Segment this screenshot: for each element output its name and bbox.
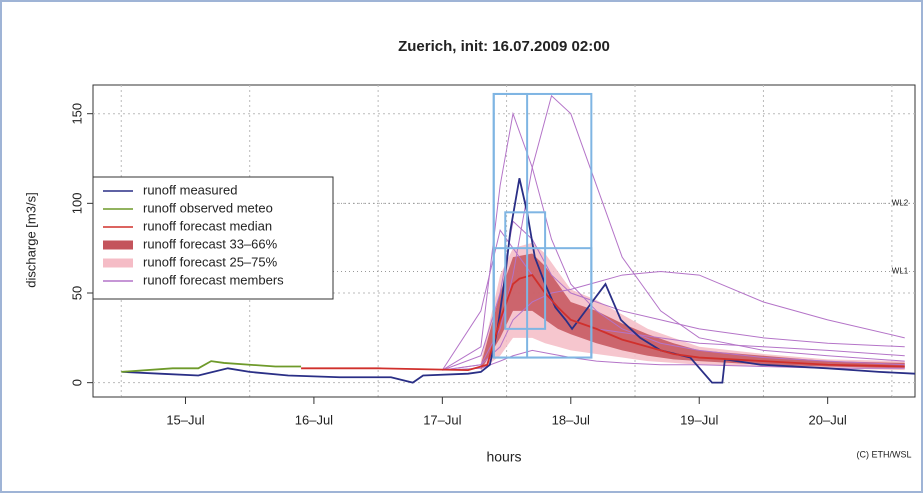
- member-line: [442, 94, 905, 371]
- x-tick-label: 16–Jul: [295, 412, 333, 427]
- member-line: [442, 349, 905, 371]
- y-axis-label: discharge [m3/s]: [23, 192, 38, 287]
- series-line: [301, 274, 905, 372]
- member-line: [442, 220, 905, 371]
- plot-layer: [121, 92, 915, 384]
- credit: (C) ETH/WSL: [857, 449, 912, 459]
- legend-label: runoff measured: [143, 182, 237, 197]
- y-tick-label: 100: [69, 192, 84, 214]
- band: [480, 253, 905, 371]
- series-line: [121, 360, 302, 373]
- y-tick-label: 150: [69, 103, 84, 125]
- x-axis-label: hours: [486, 449, 521, 465]
- x-tick-label: 18–Jul: [552, 412, 590, 427]
- level-label: WL2: [892, 198, 909, 207]
- level-label: WL1: [892, 267, 909, 276]
- x-tick-label: 20–Jul: [809, 412, 847, 427]
- legend-label: runoff forecast 33–66%: [143, 236, 278, 251]
- y-tick-label: 50: [69, 286, 84, 300]
- forecast-box: [492, 247, 593, 359]
- legend-label: runoff forecast members: [143, 272, 284, 287]
- y-tick-label: 0: [69, 379, 84, 386]
- x-tick-label: 17–Jul: [423, 412, 461, 427]
- chart-title: Zuerich, init: 16.07.2009 02:00: [398, 38, 610, 55]
- legend-box: [92, 176, 334, 300]
- legend-label: runoff observed meteo: [143, 200, 273, 215]
- forecast-box: [504, 211, 547, 330]
- legend-label: runoff forecast median: [143, 218, 272, 233]
- x-tick-label: 19–Jul: [680, 412, 718, 427]
- member-line: [442, 270, 905, 371]
- legend-label: runoff forecast 25–75%: [143, 254, 278, 269]
- x-tick-label: 15–Jul: [166, 412, 204, 427]
